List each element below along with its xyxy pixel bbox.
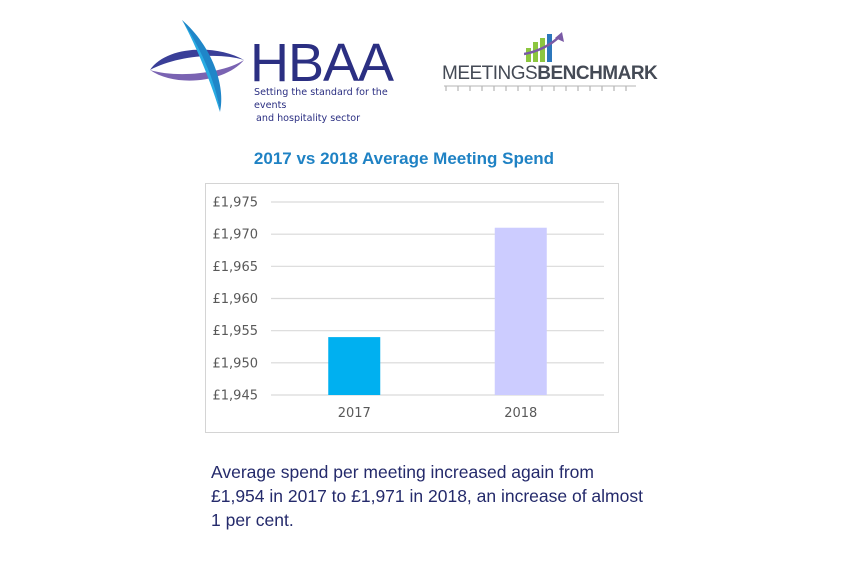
x-tick-label: 2018 — [504, 406, 537, 421]
hbaa-swoosh-icon — [150, 20, 244, 112]
bar-2018 — [494, 227, 547, 395]
hbaa-tagline-line-1: Setting the standard for the events — [254, 87, 388, 111]
ruler-ticks-icon — [444, 85, 636, 91]
chart-title: 2017 vs 2018 Average Meeting Spend — [253, 149, 555, 168]
hbaa-wordmark: HBAA — [250, 33, 394, 93]
meetings-benchmark-word-part2: BENCHMARK — [537, 63, 658, 84]
meetings-benchmark-logo: MEETINGSBENCHMARK — [440, 30, 658, 96]
grid-lines — [271, 201, 604, 396]
x-axis-tick-labels: 2017 2018 — [338, 406, 538, 421]
hbaa-tagline-line-2: and hospitality sector — [256, 113, 361, 124]
y-tick-label: £1,950 — [213, 356, 259, 371]
meetings-benchmark-word-part1: MEETINGS — [442, 63, 538, 84]
bar-chart: £1,945 £1,950 £1,955 £1,960 £1,965 £1,970 £1,9… — [213, 196, 604, 421]
chart-frame: £1,945 £1,950 £1,955 £1,960 £1,965 £1,970 £1,9… — [205, 183, 619, 433]
y-tick-label: £1,975 — [213, 196, 259, 211]
y-tick-label: £1,960 — [213, 292, 259, 307]
hbaa-tagline: Setting the standard for the events and … — [254, 86, 404, 125]
y-tick-label: £1,965 — [213, 260, 259, 275]
y-tick-label: £1,945 — [213, 389, 259, 404]
hbaa-logo: HBAA Setting the standard for the events… — [146, 16, 406, 124]
bar-2017 — [328, 337, 381, 395]
bar-growth-arrow-icon — [524, 32, 564, 62]
y-axis-tick-labels: £1,945 £1,950 £1,955 £1,960 £1,965 £1,970 £1,9… — [213, 196, 259, 404]
y-tick-label: £1,970 — [213, 228, 259, 243]
y-tick-label: £1,955 — [213, 324, 259, 339]
meetings-benchmark-wordmark: MEETINGSBENCHMARK — [442, 63, 658, 84]
summary-caption: Average spend per meeting increased agai… — [211, 462, 643, 530]
x-tick-label: 2017 — [338, 406, 371, 421]
bars — [328, 227, 547, 395]
